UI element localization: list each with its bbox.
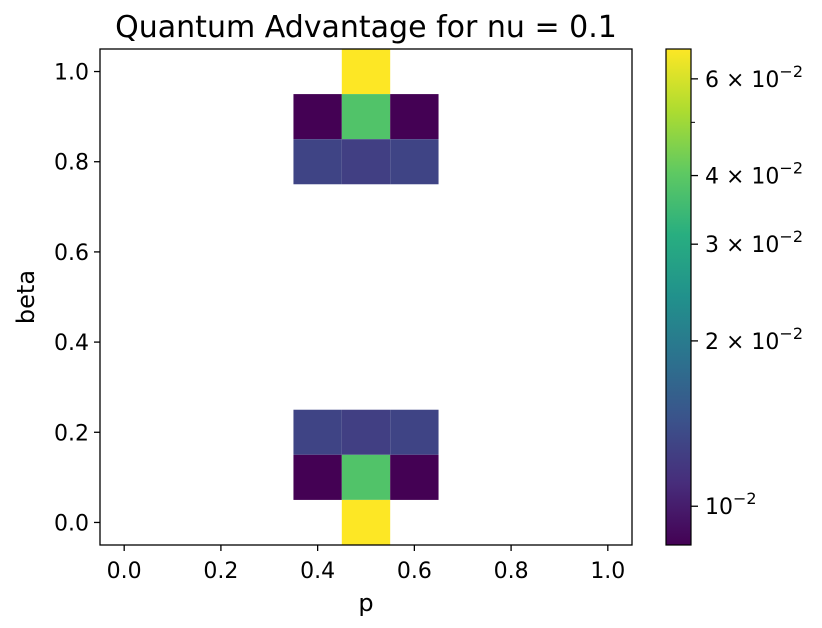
heatmap-cell [341,454,391,500]
colorbar-tick-label: 3 × 10−2 [705,227,803,258]
x-axis-ticks: 0.0 0.2 0.4 0.6 0.8 1.0 [107,545,625,584]
heatmap-cell [390,139,439,185]
heatmap-cell [293,139,342,185]
x-tick-label: 0.0 [107,559,142,584]
heatmap-cell [390,454,439,500]
heatmap-cell [341,409,391,455]
y-tick-label: 1.0 [54,61,89,86]
y-tick-label: 0.0 [54,511,89,536]
heatmap-cell [341,499,391,545]
heatmap-cell [390,94,439,140]
colorbar [665,48,692,546]
heatmap-cell [293,94,342,140]
heatmap-cell [293,454,342,500]
chart-title: Quantum Advantage for nu = 0.1 [115,10,617,45]
heatmap-cell [293,409,342,455]
colorbar-tick-label: 2 × 10−2 [705,324,803,355]
y-tick-label: 0.2 [54,421,89,446]
x-tick-label: 0.2 [203,559,238,584]
colorbar-tick-label: 6 × 10−2 [705,62,803,93]
y-axis-ticks: 0.0 0.2 0.4 0.6 0.8 1.0 [54,61,100,536]
heatmap-cell [341,139,391,185]
colorbar-ticks: 10−2 2 × 10−2 3 × 10−2 4 × 10−2 6 × 10−2 [691,62,803,520]
heatmap-cell [390,409,439,455]
x-tick-label: 0.6 [397,559,432,584]
plot-frame [99,48,633,546]
heatmap-cells [293,49,439,545]
heatmap-cell [341,49,391,95]
y-tick-label: 0.6 [54,241,89,266]
colorbar-tick-label: 4 × 10−2 [705,159,803,190]
y-tick-label: 0.8 [54,151,89,176]
colorbar-tick-label: 10−2 [705,489,757,520]
heatmap-cell [341,94,391,140]
x-tick-label: 0.4 [300,559,335,584]
x-tick-label: 0.8 [494,559,529,584]
x-tick-label: 1.0 [590,559,625,584]
x-axis-label: p [358,589,373,617]
y-axis-label: beta [12,270,40,324]
y-tick-label: 0.4 [54,331,89,356]
